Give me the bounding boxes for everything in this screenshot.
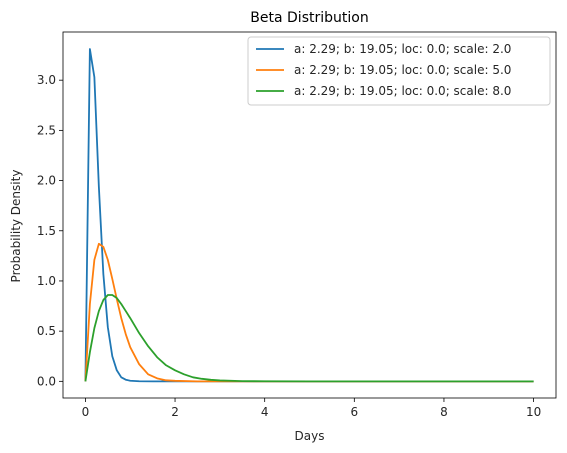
- legend-label-3: a: 2.29; b: 19.05; loc: 0.0; scale: 8.0: [294, 84, 511, 98]
- y-axis-label: Probability Density: [9, 170, 23, 283]
- x-tick-label: 8: [440, 405, 448, 419]
- y-tick-label: 1.5: [37, 224, 56, 238]
- x-tick-label: 2: [171, 405, 179, 419]
- y-tick-label: 0.0: [37, 374, 56, 388]
- legend: a: 2.29; b: 19.05; loc: 0.0; scale: 2.0 a…: [248, 37, 550, 105]
- x-tick-label: 0: [82, 405, 90, 419]
- x-tick-label: 4: [261, 405, 269, 419]
- y-tick-label: 2.5: [37, 123, 56, 137]
- y-tick-label: 1.0: [37, 274, 56, 288]
- legend-label-1: a: 2.29; b: 19.05; loc: 0.0; scale: 2.0: [294, 42, 511, 56]
- x-axis-label: Days: [295, 429, 325, 443]
- y-tick-label: 2.0: [37, 174, 56, 188]
- y-tick-label: 0.5: [37, 324, 56, 338]
- x-tick-label: 6: [350, 405, 358, 419]
- chart-title: Beta Distribution: [250, 10, 368, 26]
- y-tick-label: 3.0: [37, 73, 56, 87]
- x-tick-label: 10: [526, 405, 541, 419]
- legend-label-2: a: 2.29; b: 19.05; loc: 0.0; scale: 5.0: [294, 63, 511, 77]
